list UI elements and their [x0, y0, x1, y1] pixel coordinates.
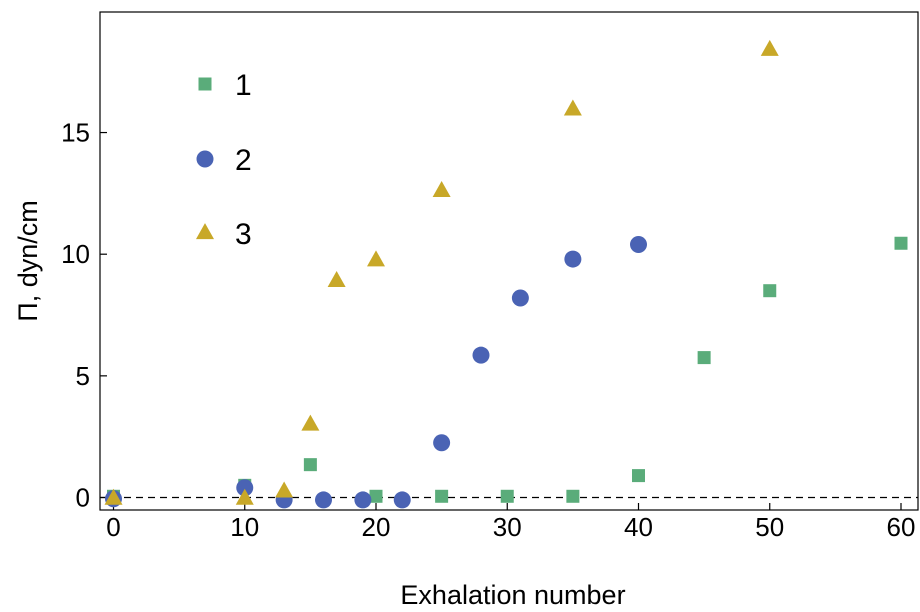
- legend-marker-circle: [196, 150, 214, 168]
- y-tick-label: 10: [61, 239, 90, 269]
- data-point-triangle: [104, 488, 123, 505]
- data-point-square: [303, 458, 317, 472]
- series-2: [105, 235, 647, 509]
- x-tick-label: 0: [106, 512, 120, 542]
- legend-label: 2: [235, 144, 252, 177]
- x-axis-title: Exhalation number: [400, 580, 625, 610]
- data-point-triangle: [367, 250, 385, 267]
- legend-entry-2: 2: [196, 144, 252, 177]
- legend-marker-square: [198, 77, 212, 91]
- data-point-square: [894, 236, 908, 250]
- data-point-circle: [393, 491, 411, 509]
- data-point-square: [500, 489, 514, 503]
- y-tick-label: 15: [61, 118, 90, 148]
- data-point-triangle: [301, 414, 320, 431]
- x-tick-label: 20: [362, 512, 391, 542]
- data-point-triangle: [275, 481, 294, 498]
- data-point-square: [763, 284, 777, 298]
- legend-label: 3: [235, 218, 252, 251]
- data-point-square: [435, 489, 449, 503]
- data-point-circle: [564, 250, 582, 268]
- y-tick-label: 5: [76, 361, 90, 391]
- data-point-square: [369, 489, 383, 503]
- data-point-triangle: [327, 271, 346, 288]
- y-tick-label: 0: [76, 483, 90, 513]
- data-point-circle: [315, 491, 332, 509]
- plot-frame: [99, 11, 919, 511]
- data-point-triangle: [760, 39, 779, 56]
- legend-entry-1: 1: [198, 69, 252, 102]
- data-point-triangle: [432, 181, 451, 198]
- data-point-triangle: [235, 488, 254, 505]
- y-axis-title: Π, dyn/cm: [13, 200, 43, 322]
- data-point-circle: [433, 434, 451, 452]
- data-point-circle: [511, 289, 529, 307]
- x-tick-label: 50: [755, 512, 784, 542]
- data-point-triangle: [563, 99, 582, 116]
- x-tick-label: 30: [493, 512, 522, 542]
- series-1: [107, 236, 908, 503]
- data-point-circle: [472, 346, 490, 364]
- data-point-square: [566, 489, 580, 503]
- legend-entry-3: 3: [196, 218, 252, 251]
- x-tick-label: 60: [887, 512, 916, 542]
- data-point-square: [697, 351, 711, 365]
- series-3: [104, 39, 779, 505]
- x-tick-label: 40: [624, 512, 653, 542]
- data-point-square: [632, 469, 645, 483]
- data-point-circle: [236, 479, 254, 497]
- data-point-circle: [354, 491, 372, 509]
- x-tick-label: 10: [230, 512, 259, 542]
- legend-marker-triangle: [196, 223, 214, 240]
- legend-label: 1: [235, 69, 252, 102]
- data-point-circle: [630, 235, 647, 253]
